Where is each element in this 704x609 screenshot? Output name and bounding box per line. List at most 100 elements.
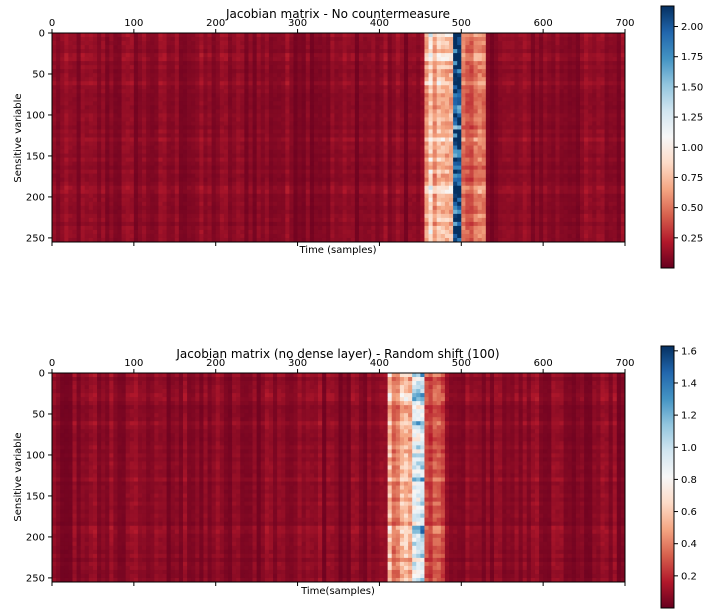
heatmap-cell [375,141,380,146]
heatmap-cell [133,153,139,158]
heatmap-cell [391,73,397,78]
heatmap-cell [117,97,122,102]
heatmap-cell [489,85,495,90]
heatmap-cell [461,53,466,58]
heatmap-cell [534,105,540,110]
heatmap-cell [178,157,184,163]
heatmap-cell [379,69,384,74]
heatmap-cell [543,73,548,78]
heatmap-cell [260,61,266,66]
heatmap-cell [330,173,335,179]
heatmap-cell [322,145,327,150]
heatmap-cell [207,101,213,106]
heatmap-cell [416,153,421,158]
heatmap-cell [121,165,127,171]
heatmap-cell [363,57,368,62]
heatmap-cell [322,45,327,50]
heatmap-cell [105,85,110,90]
heatmap-cell [72,121,77,126]
heatmap-cell [354,105,360,110]
heatmap-cell [301,153,307,158]
heatmap-cell [600,33,605,38]
heatmap-cell [313,161,319,167]
heatmap-cell [146,57,151,62]
heatmap-cell [600,69,605,74]
heatmap-cell [92,145,98,150]
heatmap-cell [588,117,593,122]
heatmap-cell [207,117,213,122]
heatmap-cell [424,161,429,167]
heatmap-cell [326,161,331,167]
heatmap-cell [322,69,327,74]
heatmap-cell [555,137,560,142]
heatmap-cell [76,85,82,90]
heatmap-cell [440,157,446,163]
heatmap-cell [481,113,487,118]
heatmap-cell [514,137,519,142]
heatmap-cell [588,105,593,110]
heatmap-cell [534,41,540,46]
heatmap-cell [322,97,327,102]
heatmap-cell [244,45,249,50]
heatmap-cell [260,77,266,82]
heatmap-cell [88,37,94,42]
heatmap-cell [109,53,114,58]
heatmap-cell [461,33,466,38]
heatmap-cell [551,45,556,50]
heatmap-cell [236,65,241,70]
heatmap-cell [424,141,429,146]
heatmap-cell [453,61,458,66]
heatmap-cell [551,93,556,98]
heatmap-cell [227,37,233,42]
heatmap-cell [60,97,65,102]
heatmap-cell [526,41,532,46]
heatmap-cell [575,137,581,142]
heatmap-cell [432,129,438,134]
heatmap-cell [428,89,434,94]
heatmap-cell [101,73,106,78]
heatmap-cell [219,157,225,163]
heatmap-cell [113,173,118,179]
heatmap-cell [428,145,434,150]
heatmap-cell [571,157,577,163]
heatmap-cell [113,125,118,130]
heatmap-cell [72,169,77,175]
heatmap-cell [227,77,233,82]
heatmap-cell [387,57,393,62]
heatmap-cell [620,81,626,86]
heatmap-cell [551,169,556,175]
heatmap-cell [182,41,188,46]
heatmap-cell [555,85,560,90]
heatmap-cell [485,141,491,146]
heatmap-cell [604,113,610,118]
heatmap-cell [318,153,323,158]
heatmap-cell [219,149,225,154]
heatmap-cell [604,77,610,82]
heatmap-cell [612,149,618,154]
heatmap-cell [195,173,200,179]
heatmap-cell [219,121,225,126]
heatmap-cell [256,33,262,38]
heatmap-cell [170,141,176,146]
heatmap-cell [268,157,274,163]
heatmap-cell [453,101,458,106]
heatmap-cell [612,37,618,42]
heatmap-cell [596,49,601,54]
heatmap-cell [416,105,421,110]
heatmap-cell [273,45,278,50]
heatmap-cell [191,45,196,50]
heatmap-cell [97,33,102,38]
heatmap-cell [227,157,233,163]
heatmap-cell [211,73,217,78]
heatmap-cell [92,125,98,130]
heatmap-cell [211,173,217,179]
heatmap-cell [301,61,307,66]
heatmap-cell [318,85,323,90]
heatmap-cell [72,109,77,114]
heatmap-cell [232,169,237,175]
heatmap-cell [178,161,184,167]
heatmap-cell [191,145,196,150]
heatmap-cell [518,57,524,62]
heatmap-cell [142,81,147,86]
heatmap-cell [579,41,585,46]
